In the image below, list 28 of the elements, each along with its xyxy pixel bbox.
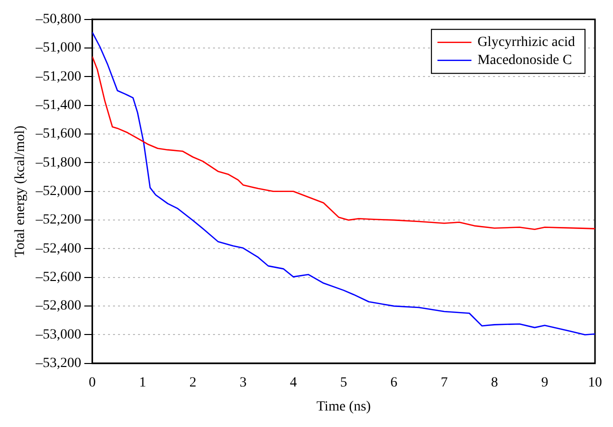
x-tick-label: 9 xyxy=(541,375,548,390)
y-tick-label: –51,400 xyxy=(34,98,82,114)
x-tick-label: 5 xyxy=(340,375,348,390)
y-tick-label: –51,600 xyxy=(34,126,82,142)
y-tick-label: –51,000 xyxy=(34,40,82,56)
y-tick-label: –51,800 xyxy=(34,155,82,170)
x-tick-label: 0 xyxy=(88,375,96,390)
x-tick-label: 4 xyxy=(290,375,297,390)
y-tick-label: –52,200 xyxy=(34,212,82,228)
x-tick-label: 1 xyxy=(139,375,146,390)
x-axis-title: Time (ns) xyxy=(316,399,372,414)
x-tick-label: 7 xyxy=(440,375,448,390)
y-tick-label: –51,200 xyxy=(34,69,82,84)
x-tick-label: 8 xyxy=(490,375,498,390)
y-tick-label: –52,000 xyxy=(34,184,82,200)
x-tick-label: 6 xyxy=(390,375,398,390)
y-tick-label: –53,200 xyxy=(34,356,82,372)
y-tick-label: –53,000 xyxy=(34,327,82,342)
x-tick-label: 10 xyxy=(588,375,602,390)
x-tick-label: 2 xyxy=(189,375,196,390)
y-tick-label: –52,600 xyxy=(34,270,82,286)
legend-label: Glycyrrhizic acid xyxy=(477,35,575,50)
x-tick-label: 3 xyxy=(240,375,247,390)
y-tick-label: –52,800 xyxy=(34,298,82,314)
y-tick-label: –50,800 xyxy=(34,12,82,28)
y-axis-title: Total energy (kcal/mol) xyxy=(13,125,28,258)
y-tick-label: –52,400 xyxy=(34,241,82,256)
legend-label: Macedonoside C xyxy=(477,53,572,68)
